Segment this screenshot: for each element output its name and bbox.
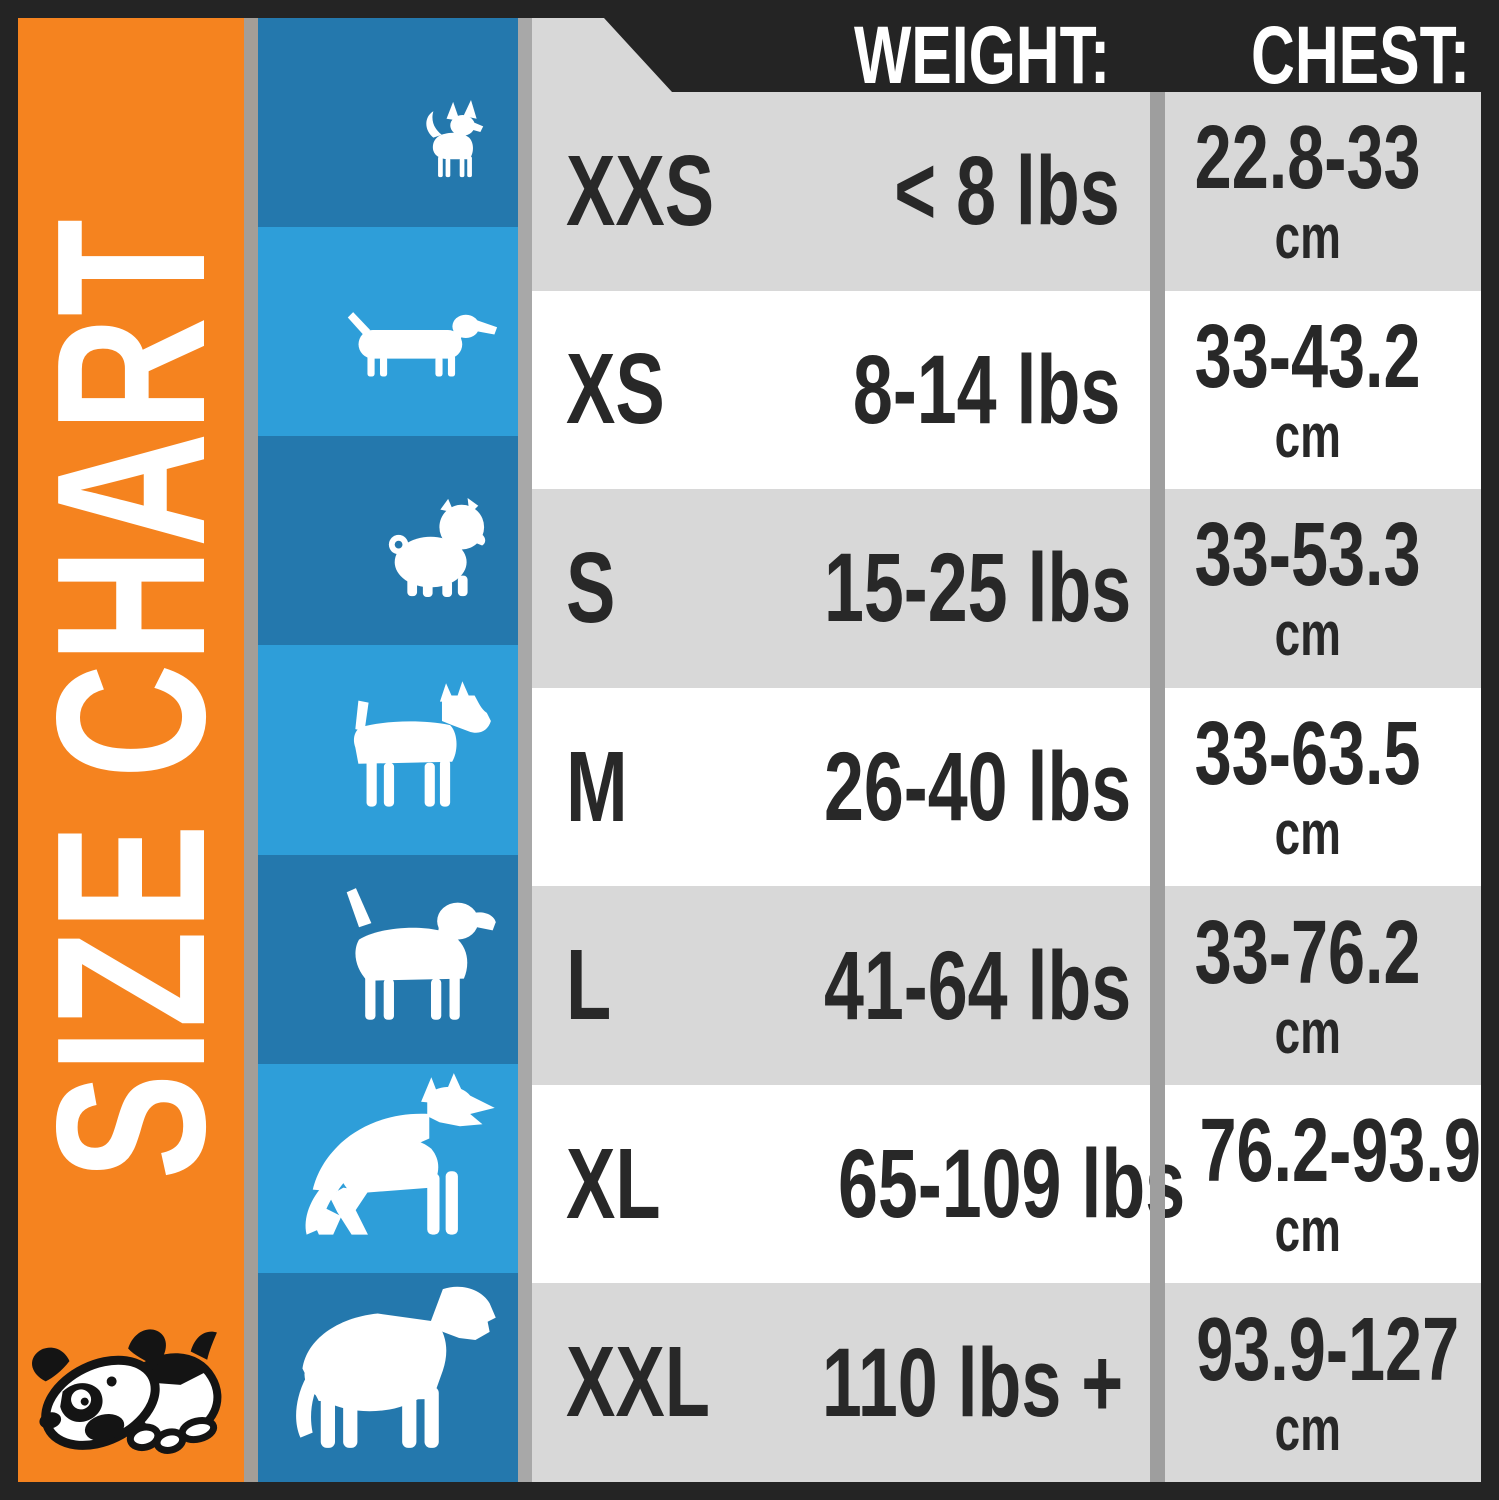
chest-value: 33-53.3 cm <box>1195 505 1421 670</box>
dog-cell-l <box>258 854 518 1064</box>
chest-value: 76.2-93.9 cm <box>1199 1101 1481 1266</box>
chihuahua-icon <box>426 100 484 178</box>
beagle-icon <box>346 887 496 1020</box>
divider-blue-table <box>518 18 532 1482</box>
chest-column-header: CHEST: <box>1250 10 1470 101</box>
pug-icon <box>388 498 486 598</box>
size-label: XS <box>566 333 665 446</box>
chest-value: 33-63.5 cm <box>1195 704 1421 869</box>
size-table: WEIGHT: CHEST: XXS < 8 lbs 22.8-33 cm XS… <box>532 10 1481 1483</box>
weight-value: 65-109 lbs <box>837 1129 1186 1239</box>
chest-value: 33-76.2 cm <box>1195 902 1421 1067</box>
size-label: S <box>566 531 616 644</box>
chest-value: 33-43.2 cm <box>1195 306 1421 471</box>
dog-cell-xxs <box>258 18 518 228</box>
weight-column-header: WEIGHT: <box>853 10 1110 101</box>
weight-value: 41-64 lbs <box>823 930 1132 1040</box>
weight-value: 110 lbs + <box>821 1327 1124 1437</box>
dog-cell-xs <box>258 227 518 437</box>
dog-mascot-logo <box>32 1329 222 1454</box>
page-title: SIZE CHART <box>12 58 249 1340</box>
dog-icon-column <box>258 18 518 1482</box>
dog-cell-m <box>258 645 518 855</box>
row-s: S 15-25 lbs 33-53.3 cm <box>532 489 1481 688</box>
row-l: L 41-64 lbs 33-76.2 cm <box>532 886 1481 1085</box>
title-bar: SIZE CHART <box>12 18 249 1482</box>
row-xxl: XXL 110 lbs + 93.9-127 cm <box>532 1283 1481 1483</box>
weight-value: 15-25 lbs <box>823 533 1132 643</box>
table-header: WEIGHT: CHEST: <box>604 10 1481 101</box>
weight-chest-divider <box>1150 92 1165 1482</box>
chest-value: 22.8-33 cm <box>1195 108 1421 273</box>
dachshund-icon <box>347 312 498 377</box>
dog-cell-xxl <box>258 1272 518 1482</box>
schnauzer-icon <box>353 680 491 807</box>
chest-value: 93.9-127 cm <box>1196 1299 1460 1464</box>
german-shepherd-icon <box>305 1072 495 1235</box>
size-label: M <box>566 730 628 843</box>
weight-value: 8-14 lbs <box>852 334 1120 444</box>
size-label: L <box>566 929 612 1042</box>
row-xs: XS 8-14 lbs 33-43.2 cm <box>532 290 1481 490</box>
mastiff-icon <box>296 1286 496 1448</box>
divider-orange-blue <box>244 18 258 1482</box>
dog-cell-xl <box>258 1063 518 1273</box>
weight-value: 26-40 lbs <box>823 732 1132 842</box>
size-label: XXL <box>566 1326 710 1439</box>
size-label: XXS <box>566 134 715 247</box>
dog-cell-s <box>258 436 518 646</box>
row-xl: XL 65-109 lbs 76.2-93.9 cm <box>532 1084 1481 1284</box>
row-m: M 26-40 lbs 33-63.5 cm <box>532 687 1481 887</box>
weight-value: < 8 lbs <box>894 136 1120 246</box>
size-label: XL <box>566 1127 661 1240</box>
page-title-text: SIZE CHART <box>12 218 249 1180</box>
